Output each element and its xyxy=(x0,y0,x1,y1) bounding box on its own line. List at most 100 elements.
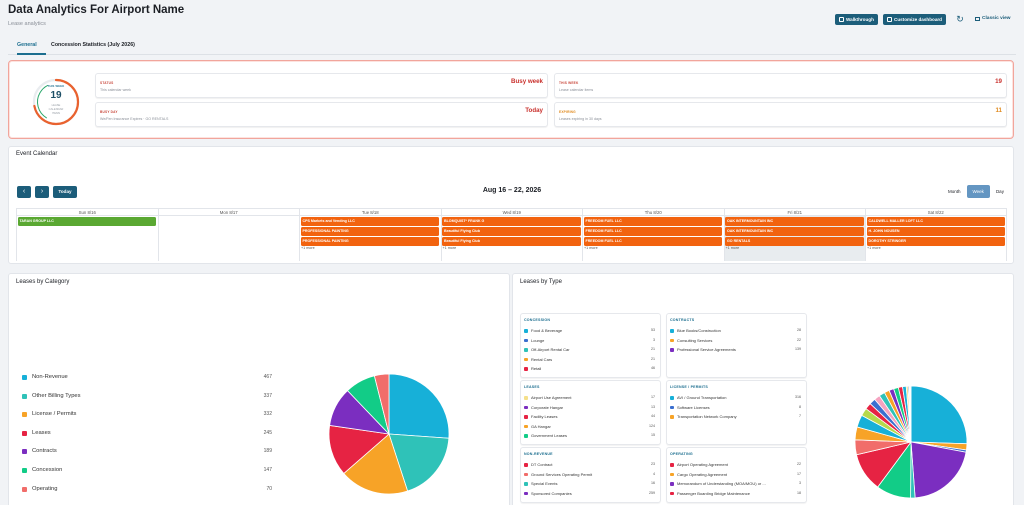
calendar-event[interactable]: OAK INTERMOUNTAIN INC xyxy=(725,217,864,226)
tab-general[interactable]: General xyxy=(17,42,37,48)
calendar-event[interactable]: Beautiful Flying Club xyxy=(442,237,581,246)
this-week-card-desc: Lease calendar items xyxy=(559,88,594,92)
legend-label: Operating xyxy=(32,485,58,492)
calendar-event[interactable]: OAK INTERMOUNTAIN INC xyxy=(725,227,864,236)
lease-type-value: 8 xyxy=(799,404,801,409)
pie-slice[interactable] xyxy=(373,373,390,435)
day-column[interactable] xyxy=(299,216,441,261)
event-calendar: Event Calendar ‹ › Today Aug 16 – 22, 20… xyxy=(8,146,1014,264)
lease-type-label: GA Hangar xyxy=(531,423,551,429)
tab-bar: General Concession Statistics (July 2026… xyxy=(8,39,1016,55)
pie-slice[interactable] xyxy=(909,385,912,443)
pie-slice[interactable] xyxy=(388,433,450,492)
lease-type-value: 22 xyxy=(797,462,801,466)
legend-swatch xyxy=(22,449,27,455)
lease-type-item: Software Licenses 8 xyxy=(670,405,805,414)
calendar-event[interactable]: DOROTHY STRINGER xyxy=(866,237,1005,246)
day-header: Tue 8/18 xyxy=(299,208,441,216)
lease-type-label: Software Licenses xyxy=(677,404,710,410)
pie-slice[interactable] xyxy=(388,373,450,439)
legend-value: 147 xyxy=(263,467,272,473)
more-events-link[interactable]: +1 more xyxy=(584,246,598,250)
lease-type-swatch xyxy=(524,348,528,352)
lease-type-item: Memorandum of Understanding (MOA/MOU) or… xyxy=(670,481,805,490)
more-events-link[interactable]: +1 more xyxy=(867,246,881,250)
customize-dashboard-button[interactable]: Customize dashboard xyxy=(883,14,946,25)
day-column[interactable] xyxy=(865,216,1007,261)
lease-type-swatch xyxy=(670,482,674,486)
calendar-event[interactable]: FREEDOM FUEL LLC xyxy=(583,227,722,236)
pie-slice[interactable] xyxy=(328,424,390,475)
week-progress-ring xyxy=(32,78,80,126)
refresh-icon[interactable]: ↻ xyxy=(956,14,964,24)
calendar-event[interactable]: Beautiful Flying Club xyxy=(442,227,581,236)
lease-type-value: 46 xyxy=(651,366,655,371)
lease-type-swatch xyxy=(670,463,674,467)
lease-type-label: Sponsored Companies xyxy=(531,490,572,496)
status-card-desc: This calendar week xyxy=(100,88,131,92)
lease-type-label: Off-Airport Rental Car xyxy=(531,347,570,353)
next-week-button[interactable]: › xyxy=(35,186,49,198)
view-month-button[interactable]: Month xyxy=(942,185,967,198)
today-button[interactable]: Today xyxy=(53,186,77,198)
type-pie-chart xyxy=(854,385,968,499)
group-title: LEASES xyxy=(524,385,540,389)
calendar-event[interactable]: BLOMQUIST* FRANK G xyxy=(442,217,581,226)
legend-label: Concession xyxy=(32,467,63,473)
pie-slice[interactable] xyxy=(343,433,409,495)
this-week-card-label: THIS WEEK xyxy=(559,81,579,85)
legend-item: Non-Revenue 467 xyxy=(22,374,272,384)
classic-view-button[interactable]: Classic view xyxy=(975,16,1011,21)
lease-type-item: Government Leases 15 xyxy=(524,433,659,442)
lease-type-swatch xyxy=(524,434,528,438)
lease-type-item: AVI / Ground Transportation 316 xyxy=(670,395,805,404)
lease-type-item: Consulting Services 22 xyxy=(670,338,805,347)
pie-slice[interactable] xyxy=(910,441,967,499)
day-column[interactable] xyxy=(582,216,724,261)
lease-type-value: 23 xyxy=(651,462,655,466)
prev-week-button[interactable]: ‹ xyxy=(17,186,31,198)
lease-type-swatch xyxy=(524,329,528,333)
lease-type-swatch xyxy=(670,491,674,496)
view-day-button[interactable]: Day xyxy=(989,185,1010,198)
calendar-event[interactable]: CPS Markets and Vending LLC xyxy=(300,217,439,226)
calendar-event[interactable]: H. JOHN NOUSEN xyxy=(866,227,1005,236)
more-events-link[interactable]: +1 more xyxy=(725,246,740,250)
calendar-event[interactable]: PROFESSIONAL PAINTING xyxy=(300,227,439,236)
calendar-event[interactable]: CALDWELL MALLER LOFT LLC xyxy=(866,217,1005,226)
legend-item: License / Permits 332 xyxy=(22,411,272,421)
pie-slice[interactable] xyxy=(910,385,968,445)
legend-label: Non-Revenue xyxy=(32,374,68,380)
day-column[interactable] xyxy=(16,216,158,261)
calendar-event[interactable]: FREEDOM FUEL LLC xyxy=(583,217,722,226)
calendar-title: Event Calendar xyxy=(16,151,58,157)
lease-type-value: 28 xyxy=(797,328,801,332)
more-events-link[interactable]: +1 more xyxy=(301,246,315,250)
day-column[interactable] xyxy=(157,216,300,261)
customize-icon xyxy=(887,17,892,22)
ring-sub-3: ITEMS xyxy=(51,112,61,115)
more-events-link[interactable]: +1 more xyxy=(442,246,457,250)
lease-type-label: Consulting Services xyxy=(677,337,713,343)
page-title: Data Analytics For Airport Name xyxy=(8,4,185,16)
status-card-value: Busy week xyxy=(511,78,543,85)
lease-type-item: Corporate Hangar 13 xyxy=(524,405,659,414)
walkthrough-button[interactable]: Walkthrough xyxy=(835,14,878,25)
expiring-card-label: EXPIRING xyxy=(559,110,576,114)
lease-type-label: AVI / Ground Transportation xyxy=(677,395,727,400)
view-week-button[interactable]: Week xyxy=(966,185,990,198)
lease-type-label: DT Contract xyxy=(531,462,553,467)
calendar-range: Aug 16 – 22, 2026 xyxy=(482,187,542,194)
lease-type-swatch xyxy=(670,348,674,352)
lease-type-swatch xyxy=(524,424,528,429)
legend-label: Contracts xyxy=(32,448,57,455)
lease-type-item: GA Hangar 124 xyxy=(524,424,659,433)
calendar-event[interactable]: PROFESSIONAL PAINTING xyxy=(300,237,439,246)
group-title: LICENSE / PERMITS xyxy=(670,385,708,389)
day-column[interactable] xyxy=(440,216,583,261)
calendar-event[interactable]: GO RENTALS xyxy=(725,237,864,246)
calendar-event[interactable]: TARAN GROUP LLC xyxy=(17,217,156,226)
lease-type-item: Professional Service Agreements 139 xyxy=(670,347,805,356)
tab-concession-statistics[interactable]: Concession Statistics (July 2026) xyxy=(51,42,135,48)
calendar-event[interactable]: FREEDOM FUEL LLC xyxy=(583,237,722,246)
